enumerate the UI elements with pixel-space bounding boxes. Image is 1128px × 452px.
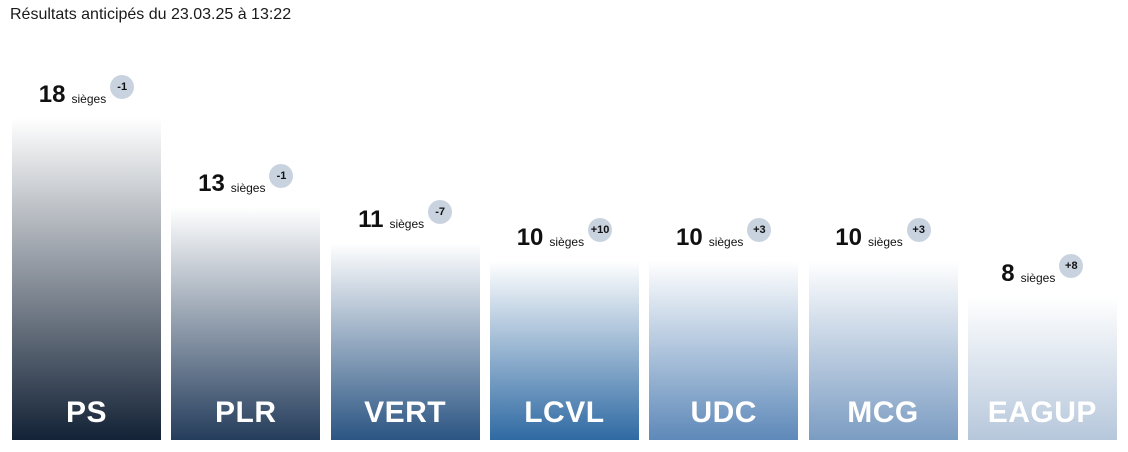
party-label: LCVL <box>524 395 605 429</box>
seat-count: 8 <box>1001 259 1015 287</box>
seat-count: 10 <box>835 224 862 252</box>
seat-unit: sièges <box>708 235 744 250</box>
seat-unit: sièges <box>71 92 107 106</box>
page-title: Résultats anticipés du 23.03.25 à 13:22 <box>10 6 292 23</box>
seat-change-badge: -1 <box>110 75 135 99</box>
seat-label: 8 sièges +8 <box>968 253 1117 289</box>
party-label: MCG <box>847 395 919 429</box>
seat-count: 10 <box>675 224 703 252</box>
bar-lcvl: LCVL <box>489 261 639 440</box>
seat-change-badge: -7 <box>428 200 453 225</box>
seat-label: 10 sièges +10 <box>490 218 639 253</box>
bar-plr: PLR <box>171 207 321 440</box>
seat-label: 10 sièges +3 <box>649 218 798 253</box>
party-label: PLR <box>215 395 277 429</box>
seat-change-badge: -1 <box>269 164 294 189</box>
seat-count: 18 <box>38 81 66 108</box>
bar-eagup: EAGUP <box>967 296 1117 440</box>
seat-count: 13 <box>198 170 225 198</box>
seat-label: 10 sièges +3 <box>809 218 958 253</box>
party-label: VERT <box>364 395 447 429</box>
seat-label: 11 sièges -7 <box>331 200 480 235</box>
party-label: PS <box>65 396 108 429</box>
seat-label: 13 sièges -1 <box>171 164 320 199</box>
bar-ps: PS <box>12 118 161 440</box>
party-label: UDC <box>690 395 757 429</box>
bar-mcg: MCG <box>808 261 958 440</box>
seat-unit: sièges <box>389 217 425 232</box>
seat-count: 11 <box>358 206 384 234</box>
seat-unit: sièges <box>549 235 585 250</box>
seat-unit: sièges <box>1020 270 1056 285</box>
seat-change-badge: +3 <box>747 218 772 243</box>
bar-udc: UDC <box>649 261 799 440</box>
seat-change-badge: +10 <box>588 218 613 243</box>
seat-change-badge: +3 <box>906 218 931 243</box>
seat-label: 18 sièges -1 <box>12 75 161 110</box>
seat-unit: sièges <box>230 181 266 196</box>
seat-count: 10 <box>516 224 544 252</box>
party-label: EAGUP <box>987 395 1097 429</box>
bar-vert: VERT <box>330 243 480 440</box>
seat-unit: sièges <box>868 235 903 250</box>
seat-change-badge: +8 <box>1059 253 1084 278</box>
